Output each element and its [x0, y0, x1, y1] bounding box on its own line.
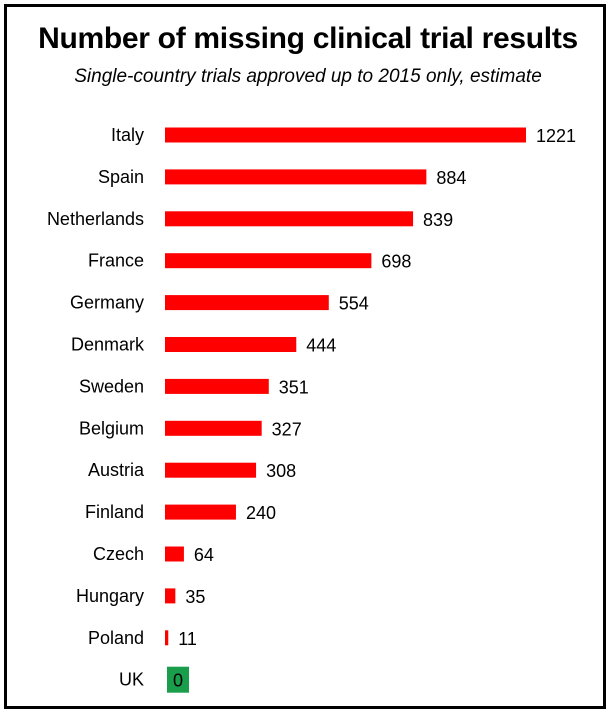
category-label-belgium: Belgium: [79, 418, 144, 438]
bar-netherlands: [165, 211, 414, 227]
value-label-hungary: 35: [185, 587, 205, 607]
value-label-uk: 0: [173, 671, 183, 691]
value-label-spain: 884: [436, 168, 466, 188]
bar-sweden: [165, 378, 269, 394]
bar-italy: [165, 127, 526, 143]
category-label-germany: Germany: [70, 293, 144, 313]
bar-germany: [165, 295, 329, 311]
category-label-sweden: Sweden: [79, 376, 144, 396]
bar-spain: [165, 169, 427, 185]
value-label-netherlands: 839: [423, 210, 453, 230]
value-label-denmark: 444: [306, 336, 336, 356]
category-label-france: France: [88, 251, 144, 271]
category-label-poland: Poland: [88, 628, 144, 648]
bar-poland: [165, 630, 169, 646]
value-label-austria: 308: [266, 461, 296, 481]
bar-denmark: [165, 337, 297, 352]
category-label-denmark: Denmark: [71, 335, 145, 355]
value-label-finland: 240: [246, 503, 276, 523]
value-label-germany: 554: [339, 294, 369, 314]
bar-uk: [167, 666, 189, 693]
bar-austria: [165, 462, 257, 478]
category-label-hungary: Hungary: [76, 586, 144, 606]
value-label-sweden: 351: [279, 377, 309, 397]
chart-frame: [4, 4, 606, 709]
category-label-spain: Spain: [98, 167, 144, 187]
chart-title: Number of missing clinical trial results: [38, 22, 578, 55]
value-label-belgium: 327: [272, 419, 302, 439]
bar-hungary: [165, 588, 176, 604]
category-label-finland: Finland: [85, 502, 144, 522]
category-label-czech: Czech: [93, 544, 144, 564]
category-label-netherlands: Netherlands: [47, 209, 144, 229]
bar-finland: [165, 504, 236, 520]
category-label-uk: UK: [119, 670, 144, 690]
chart-subtitle: Single-country trials approved up to 201…: [74, 66, 542, 87]
value-label-poland: 11: [178, 629, 197, 649]
category-label-italy: Italy: [111, 125, 144, 145]
category-label-austria: Austria: [88, 460, 145, 480]
value-label-france: 698: [381, 252, 411, 272]
bar-france: [165, 253, 372, 269]
bar-belgium: [165, 420, 262, 436]
value-label-italy: 1221: [536, 126, 576, 146]
bar-czech: [165, 546, 184, 562]
value-label-czech: 64: [194, 545, 214, 565]
